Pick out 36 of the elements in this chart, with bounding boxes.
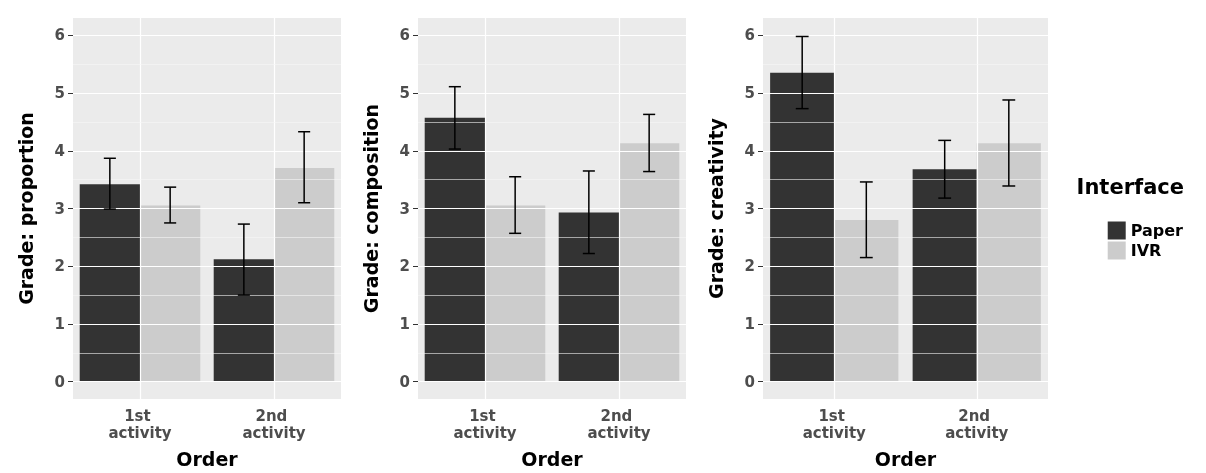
- y-tick-label: 2: [54, 257, 65, 276]
- y-tick-label: 4: [54, 141, 65, 160]
- x-axis-title: Order: [176, 447, 239, 470]
- y-tick-label: 3: [54, 199, 65, 218]
- legend-label: Paper: [1130, 221, 1184, 240]
- y-tick-label: 2: [399, 257, 410, 276]
- y-tick-label: 3: [399, 199, 410, 218]
- x-tick-label: 2nd activity: [587, 406, 651, 442]
- y-tick-label: 0: [54, 372, 65, 391]
- legend-label: IVR: [1130, 241, 1162, 260]
- y-tick-label: 5: [54, 84, 65, 103]
- x-tick-label: 1st activity: [108, 406, 172, 442]
- x-axis-title: Order: [521, 447, 584, 470]
- y-tick-label: 6: [54, 26, 65, 45]
- y-tick-label: 6: [399, 26, 410, 45]
- x-tick-label: 1st activity: [802, 406, 867, 442]
- y-tick-label: 0: [399, 372, 410, 391]
- y-tick-label: 1: [399, 314, 410, 333]
- y-axis-title: Grade: proportion: [14, 112, 37, 305]
- y-tick-label: 3: [744, 199, 755, 218]
- y-tick-label: 0: [744, 372, 755, 391]
- legend-title: Interface: [1076, 174, 1185, 199]
- y-axis-title: Grade: creativity: [704, 117, 727, 299]
- y-tick-label: 1: [54, 314, 65, 333]
- y-tick-label: 4: [744, 141, 755, 160]
- x-tick-label: 2nd activity: [242, 406, 306, 442]
- x-tick-label: 2nd activity: [945, 406, 1009, 442]
- y-tick-label: 6: [744, 26, 755, 45]
- x-axis-title: Order: [874, 447, 937, 470]
- y-axis-title: Grade: composition: [359, 103, 382, 314]
- y-tick-label: 5: [399, 84, 410, 103]
- y-tick-label: 1: [744, 314, 755, 333]
- y-tick-label: 2: [744, 257, 755, 276]
- x-tick-label: 1st activity: [453, 406, 517, 442]
- y-tick-label: 5: [744, 84, 755, 103]
- y-tick-label: 4: [399, 141, 410, 160]
